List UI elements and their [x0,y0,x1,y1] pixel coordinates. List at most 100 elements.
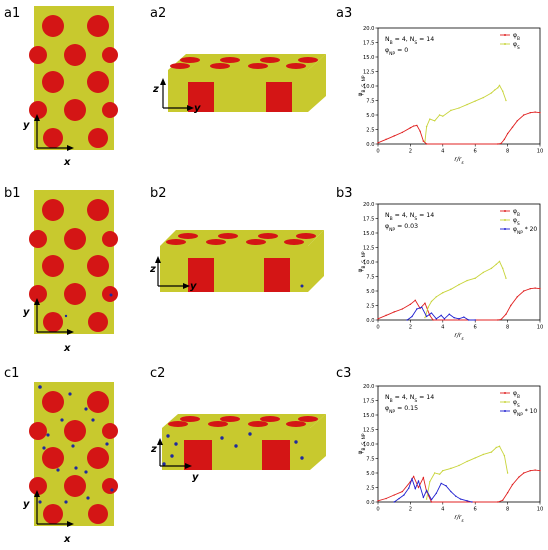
data-point [422,140,425,142]
data-point [498,260,501,263]
data-point [458,464,460,467]
data-point [502,267,504,270]
data-point [539,469,541,472]
y-tick-label: 5.0 [366,289,374,295]
data-point [529,469,531,472]
y-tick-label: 15.0 [363,231,375,237]
series-line [424,260,507,318]
legend-label: φS [513,399,520,409]
data-point [440,314,442,317]
data-point [430,501,433,503]
series-line [377,287,541,321]
data-point [506,492,509,494]
data-point [497,319,499,321]
x-tick-label: 2 [409,325,412,331]
panel-label-c2: c2 [150,366,166,381]
data-point [429,118,431,120]
panel-label-a1: a1 [4,6,21,21]
data-point [495,263,497,266]
zy-axes-icon [155,256,190,289]
data-point [398,497,400,500]
y-axis-label: φB, S, NP [357,251,367,272]
legend-marker [504,43,506,45]
data-point [411,315,413,318]
data-point [459,498,462,500]
data-point [406,319,408,321]
data-point [497,87,499,89]
y-axis-label: φB, S, NP [357,75,367,96]
x-tick-label: 10 [537,507,544,513]
data-point [422,496,425,499]
y-tick-label: 7.5 [366,456,374,462]
data-point [435,492,438,494]
data-point [539,111,541,114]
legend-label: φB [513,390,520,400]
y-tick-label: 20.0 [363,26,375,32]
data-point [516,120,519,122]
data-point [438,473,441,475]
x-tick-label: 8 [506,325,509,331]
data-point [401,308,403,310]
data-point [450,109,452,112]
data-point [445,485,447,487]
legend-marker [504,401,506,403]
data-point [442,115,444,117]
data-point [506,132,509,135]
x-tick-label: 2 [409,149,412,155]
data-point [434,472,436,474]
x-tick-label: 8 [506,507,509,513]
data-point [438,114,441,116]
y-tick-label: 15.0 [363,55,375,61]
data-point [518,476,520,478]
data-point [432,319,434,321]
data-point [440,482,442,485]
data-point [511,126,514,128]
data-point [417,480,420,482]
data-point [463,316,465,318]
data-point [502,499,504,501]
y-tick-label: 2.5 [366,485,374,491]
data-point [430,312,433,314]
legend-label: φNP * 20 [513,226,537,236]
data-point [416,124,418,127]
data-point [401,490,403,493]
x-axis-label: r/rs [454,156,464,166]
data-point [430,498,433,501]
series-line [424,84,507,142]
panel-label-b2: b2 [150,186,167,201]
annotation-chain-lengths: NB = 4, NS = 14 [385,212,434,222]
snapshot-b2: z y [150,230,324,292]
snapshot-a2: z y [152,54,326,114]
data-point [539,287,541,290]
data-point [425,143,428,145]
axis-label-x: x [63,343,71,354]
zy-axes-icon [157,438,192,469]
data-point [442,469,444,472]
snapshot-b1: y x [23,190,118,354]
data-point [534,111,536,113]
axis-label-x: x [63,534,71,545]
data-point [409,303,412,306]
y-tick-label: 5.0 [366,471,374,477]
data-point [385,138,387,141]
y-tick-label: 12.5 [363,427,375,433]
data-point [414,487,416,490]
zy-axes-icon [160,78,194,111]
panel-label-c1: c1 [4,366,20,381]
nanoparticles [64,293,113,318]
x-tick-label: 8 [506,149,509,155]
data-point [401,131,403,134]
y-tick-label: 12.5 [363,69,375,75]
data-point [450,288,452,290]
data-point [500,142,502,145]
axis-label-y: y [23,499,30,510]
data-point [448,313,450,315]
xy-axes-icon [34,114,74,151]
data-point [506,472,509,474]
data-point [503,454,506,457]
data-point [424,140,426,142]
y-tick-label: 15.0 [363,413,375,419]
data-point [505,99,507,102]
data-point [416,308,418,310]
annotation-np-fraction: φNP = 0.15 [385,405,418,415]
